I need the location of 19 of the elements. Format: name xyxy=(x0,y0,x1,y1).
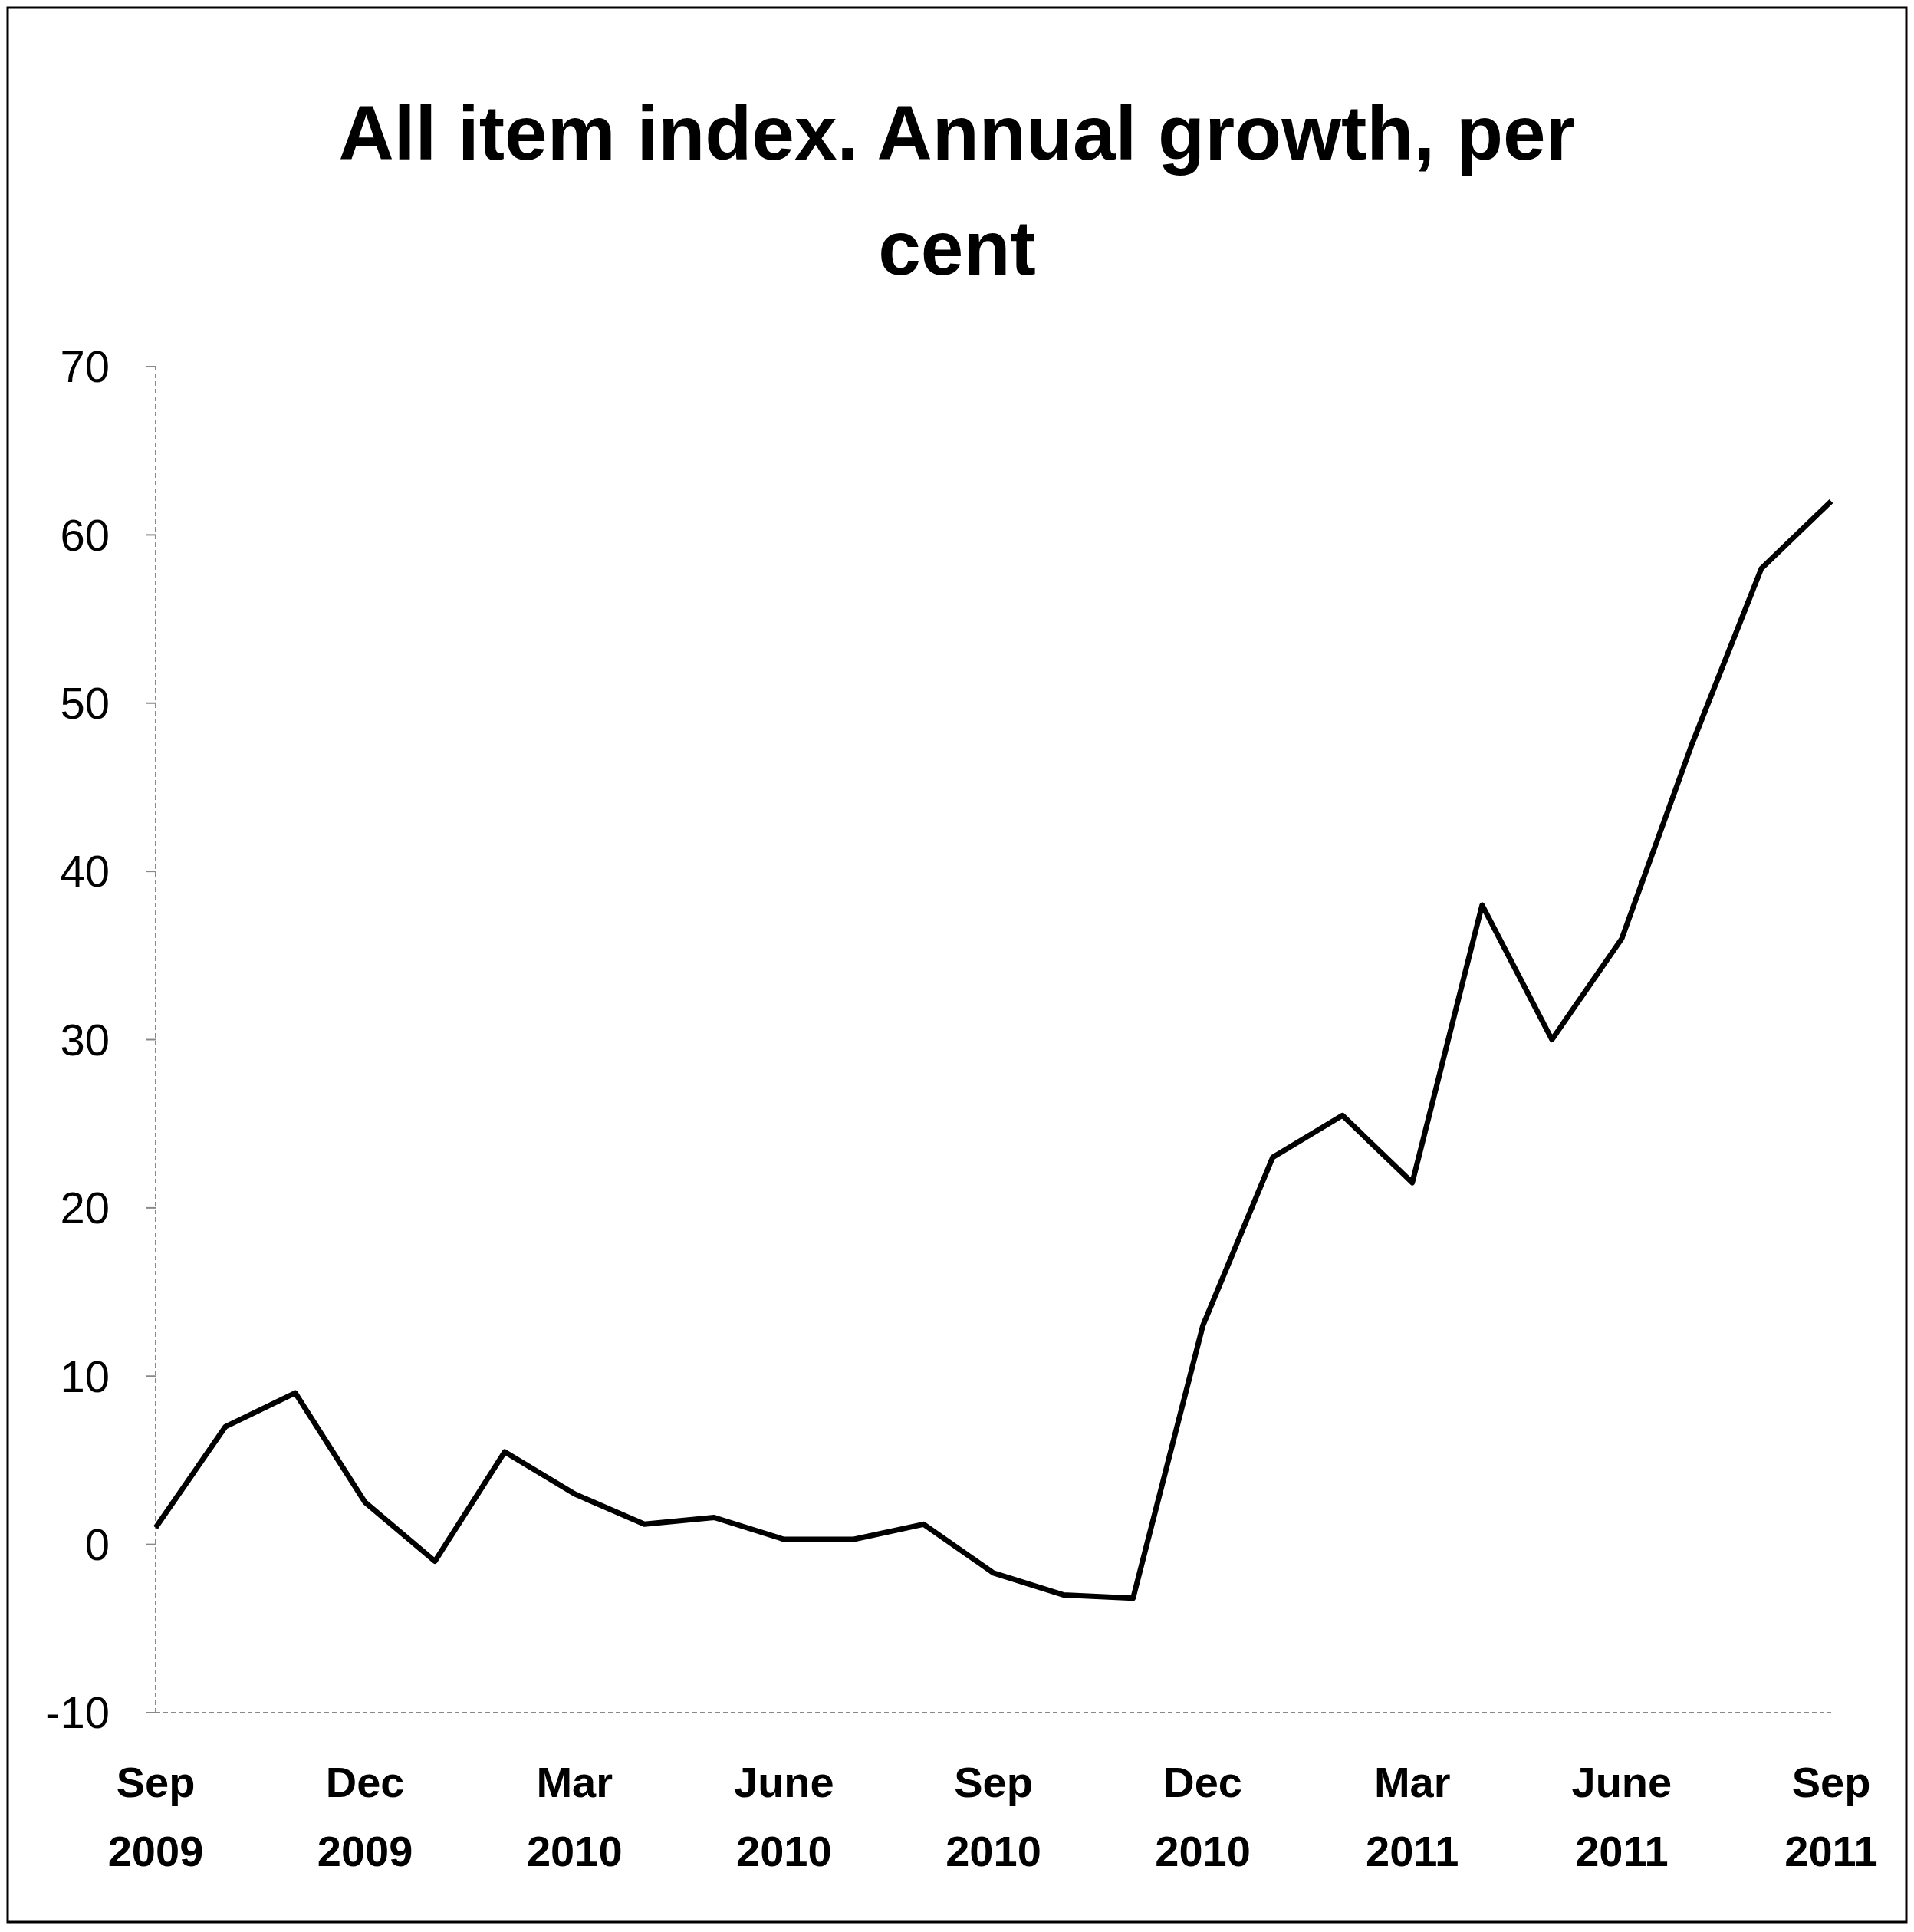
y-tick-label: 30 xyxy=(60,1014,110,1065)
x-tick-label: Dec 2010 xyxy=(1155,1758,1251,1875)
y-tick-label: 0 xyxy=(84,1519,110,1569)
x-tick-label: Sep 2011 xyxy=(1784,1758,1878,1875)
y-tick-label: 20 xyxy=(60,1183,110,1233)
y-tick-label: 60 xyxy=(60,509,110,560)
y-tick-label: -10 xyxy=(45,1687,110,1738)
y-tick-label: 40 xyxy=(60,846,110,897)
y-tick-label: 10 xyxy=(60,1351,110,1401)
x-tick-label: June 2011 xyxy=(1571,1758,1672,1875)
y-tick-label: 70 xyxy=(60,341,110,392)
x-tick-label: Mar 2011 xyxy=(1366,1758,1459,1875)
x-tick-label: Sep 2009 xyxy=(107,1758,204,1875)
y-tick-label: 50 xyxy=(60,678,110,729)
x-tick-label: Dec 2009 xyxy=(317,1758,413,1875)
x-tick-label: Sep 2010 xyxy=(945,1758,1041,1875)
x-tick-label: June 2010 xyxy=(734,1758,834,1875)
x-tick-label: Mar 2010 xyxy=(526,1758,623,1875)
chart-title: All item index. Annual growth, per cent xyxy=(338,90,1576,291)
